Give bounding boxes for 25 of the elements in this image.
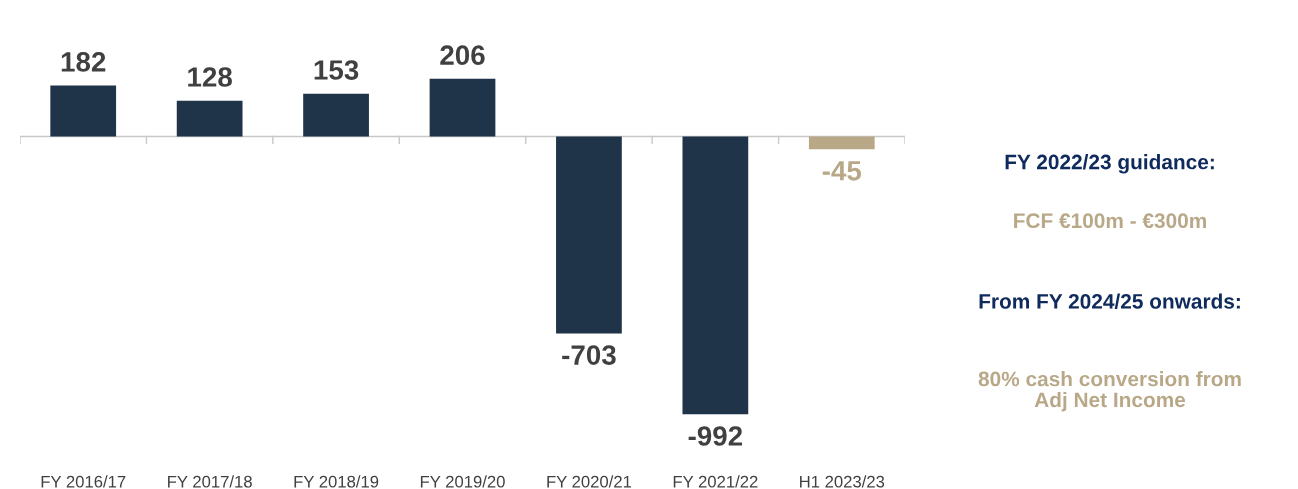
text: 80% cash conversion from Adj Net Income — [978, 371, 1241, 412]
x-tick-label: FY 2017/18 — [168, 475, 252, 488]
data-label: -703 — [562, 345, 616, 365]
bar — [808, 136, 875, 150]
data-label: 128 — [188, 67, 232, 87]
x-tick-label: FY 2020/21 — [547, 475, 632, 488]
data-label: 206 — [440, 45, 485, 66]
text: From FY 2024/25 onwards: — [979, 293, 1240, 309]
data-label: -992 — [688, 426, 743, 446]
x-tick-label: FY 2018/19 — [294, 475, 379, 488]
bar — [176, 100, 243, 137]
bar — [50, 85, 117, 137]
data-label: 182 — [61, 52, 106, 72]
bar — [303, 93, 369, 137]
x-tick-label: FY 2019/20 — [420, 475, 505, 488]
data-label: -45 — [822, 161, 862, 181]
x-tick-label: FY 2016/17 — [41, 475, 126, 488]
bar — [556, 136, 622, 334]
bar — [682, 136, 749, 415]
x-tick-label: FY 2021/22 — [673, 475, 758, 488]
data-label: 153 — [314, 60, 359, 80]
bar — [429, 78, 496, 137]
text: FCF €100m - €300m — [1014, 213, 1206, 229]
x-tick-label: H1 2023/23 — [800, 475, 885, 488]
text: FY 2022/23 guidance: — [1005, 154, 1214, 174]
